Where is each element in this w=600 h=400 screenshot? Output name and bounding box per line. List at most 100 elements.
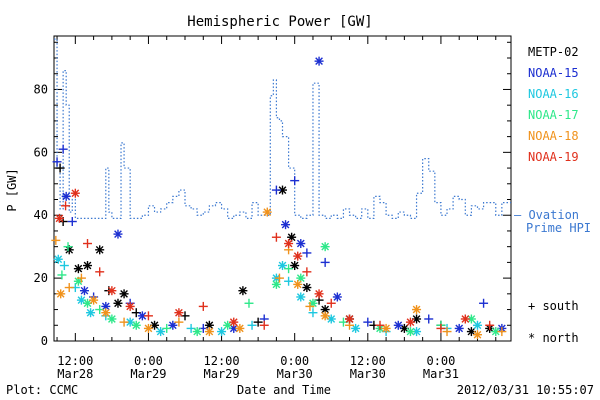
data-point-north xyxy=(472,320,482,330)
marker-stroke xyxy=(333,293,342,301)
ovation-series-line xyxy=(54,38,511,219)
marker-stroke xyxy=(80,286,89,295)
y-tick-label: 40 xyxy=(34,208,48,222)
data-point-north xyxy=(86,308,96,318)
legend-marker: + south xyxy=(528,299,579,313)
data-point-north xyxy=(454,323,464,333)
ovation-hpi-line xyxy=(54,38,511,219)
marker-stroke xyxy=(114,230,122,238)
data-point-north xyxy=(131,320,141,330)
data-point-north xyxy=(284,239,294,249)
marker-stroke xyxy=(296,293,305,301)
marker-stroke xyxy=(65,245,74,254)
data-point-south xyxy=(479,298,489,308)
y-tick-label: 60 xyxy=(34,145,48,159)
data-points xyxy=(51,56,507,340)
data-point-north xyxy=(381,323,391,333)
marker-stroke xyxy=(473,330,482,339)
data-point-north xyxy=(290,261,300,271)
data-point-north xyxy=(217,327,227,337)
marker-stroke xyxy=(175,308,183,317)
x-tick-label-time: 0:00 xyxy=(280,354,309,368)
data-point-south xyxy=(95,267,105,277)
data-point-south xyxy=(442,327,452,337)
x-tick-label-date: Mar29 xyxy=(204,367,240,381)
data-point-north xyxy=(79,286,89,296)
data-point-north xyxy=(393,320,403,330)
data-point-south xyxy=(76,273,86,283)
marker-stroke xyxy=(281,220,290,229)
marker-stroke xyxy=(293,252,302,260)
data-point-north xyxy=(56,289,66,299)
data-point-south xyxy=(253,317,263,327)
data-point-south xyxy=(67,217,77,227)
data-point-north xyxy=(314,56,324,66)
marker-stroke xyxy=(235,324,244,333)
data-point-north xyxy=(204,327,214,337)
marker-stroke xyxy=(101,308,110,317)
data-point-north xyxy=(101,301,111,311)
marker-stroke xyxy=(263,208,272,216)
marker-stroke xyxy=(315,57,323,66)
data-point-north xyxy=(235,323,245,333)
legend-entry: NOAA-16 xyxy=(528,87,579,101)
footer-right: 2012/03/31 10:55:07 xyxy=(457,383,594,397)
data-point-south xyxy=(305,301,315,311)
data-point-north xyxy=(192,327,202,337)
data-point-north xyxy=(281,220,291,230)
data-point-south xyxy=(52,157,62,167)
marker-stroke xyxy=(83,261,92,270)
y-axis-label: P [GW] xyxy=(5,168,19,211)
marker-stroke xyxy=(150,321,159,330)
plot-frame xyxy=(53,35,512,342)
data-point-north xyxy=(61,191,71,201)
data-point-north xyxy=(472,330,482,340)
marker-stroke xyxy=(296,239,305,248)
data-point-north xyxy=(320,242,330,252)
marker-stroke xyxy=(229,324,238,333)
marker-stroke xyxy=(290,261,299,270)
y-tick-label: 20 xyxy=(34,271,48,285)
legend-entry: NOAA-19 xyxy=(528,150,579,164)
data-point-south xyxy=(59,261,69,271)
data-point-north xyxy=(278,185,287,195)
x-tick-label-date: Mar30 xyxy=(277,367,313,381)
marker-stroke xyxy=(144,324,153,333)
marker-stroke xyxy=(303,283,311,292)
data-point-north xyxy=(113,298,123,308)
marker-stroke xyxy=(278,261,287,270)
data-point-north xyxy=(223,320,233,330)
data-point-north xyxy=(460,314,470,324)
data-point-south xyxy=(162,323,172,333)
data-point-south xyxy=(497,327,507,337)
data-point-south xyxy=(424,314,434,324)
data-point-north xyxy=(278,261,287,271)
legend-entry: NOAA-18 xyxy=(528,129,579,143)
data-point-south xyxy=(247,320,257,330)
data-point-south xyxy=(271,185,281,195)
x-tick-label-time: 0:00 xyxy=(134,354,163,368)
data-point-south xyxy=(55,163,65,173)
marker-stroke xyxy=(400,324,409,333)
marker-stroke xyxy=(205,327,214,336)
marker-stroke xyxy=(223,321,232,330)
data-point-north xyxy=(53,254,63,264)
marker-stroke xyxy=(193,327,202,336)
data-point-north xyxy=(125,301,135,311)
marker-stroke xyxy=(95,245,104,254)
data-point-north xyxy=(143,323,153,333)
marker-stroke xyxy=(293,280,302,289)
data-point-north xyxy=(412,305,422,315)
marker-stroke xyxy=(321,305,330,314)
data-point-north xyxy=(107,286,117,296)
data-point-south xyxy=(290,176,300,186)
data-point-south xyxy=(64,283,74,293)
data-point-south xyxy=(58,144,68,154)
data-point-north xyxy=(412,327,422,337)
data-point-south xyxy=(320,257,330,267)
marker-stroke xyxy=(156,327,165,336)
data-point-north xyxy=(54,213,64,223)
data-point-south xyxy=(436,323,446,333)
legend-entry: NOAA-17 xyxy=(528,108,579,122)
marker-stroke xyxy=(205,321,214,330)
